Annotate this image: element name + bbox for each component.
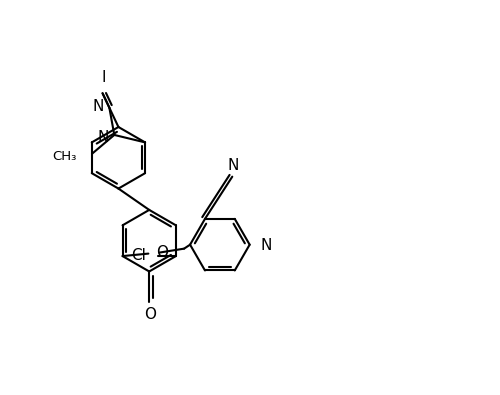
Text: N: N — [228, 158, 239, 173]
Text: O: O — [144, 307, 156, 322]
Text: N: N — [92, 99, 104, 114]
Text: Cl: Cl — [131, 248, 146, 263]
Text: O: O — [156, 245, 168, 260]
Text: N: N — [98, 130, 109, 145]
Text: N: N — [260, 238, 272, 253]
Text: CH₃: CH₃ — [52, 150, 77, 163]
Text: I: I — [102, 70, 106, 85]
